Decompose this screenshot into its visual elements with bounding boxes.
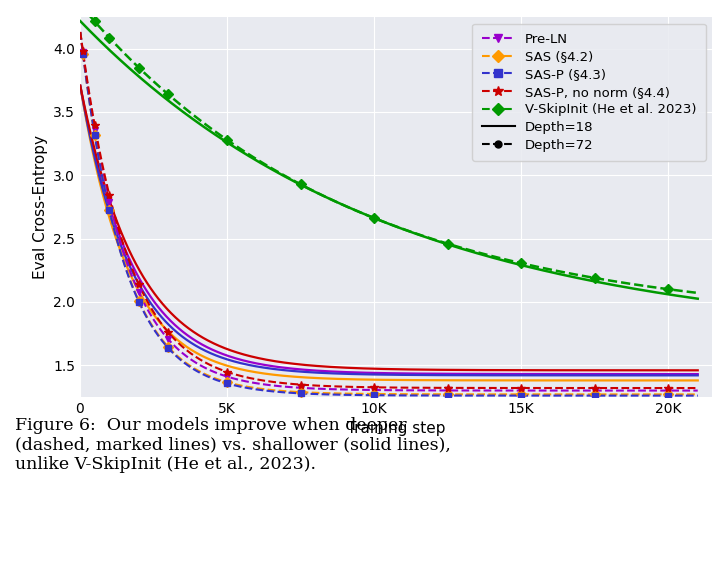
Y-axis label: Eval Cross-Entropy: Eval Cross-Entropy bbox=[33, 135, 47, 279]
X-axis label: Training step: Training step bbox=[347, 421, 446, 437]
Text: Figure 6:  Our models improve when deeper
(dashed, marked lines) vs. shallower (: Figure 6: Our models improve when deeper… bbox=[15, 417, 451, 473]
Legend: Pre-LN, SAS (§4.2), SAS-P (§4.3), SAS-P, no norm (§4.4), V-SkipInit (He et al. 2: Pre-LN, SAS (§4.2), SAS-P (§4.3), SAS-P,… bbox=[473, 24, 706, 161]
